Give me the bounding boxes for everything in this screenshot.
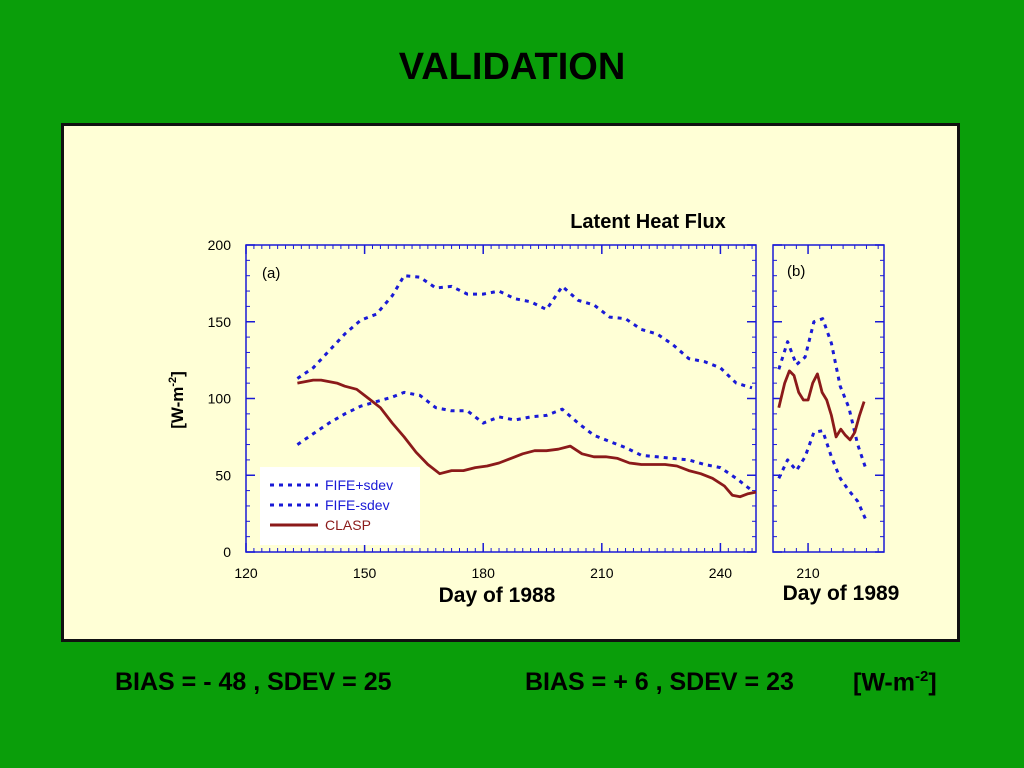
plot-frame-b (772, 244, 885, 553)
legend-label: FIFE+sdev (325, 477, 393, 493)
y-tick-label: 0 (223, 544, 231, 560)
stats-units: [W-m-2] (853, 668, 937, 697)
chart-legend: FIFE+sdev FIFE-sdev CLASP (260, 467, 420, 545)
legend-label: CLASP (325, 517, 371, 533)
chart-title: Latent Heat Flux (570, 211, 726, 233)
stats-1988: BIAS = - 48 , SDEV = 25 (115, 668, 392, 696)
x-tick-label: 210 (590, 565, 614, 581)
y-tick-label: 50 (215, 467, 231, 483)
x-tick-label: 210 (796, 565, 820, 581)
y-tick-label: 150 (208, 314, 232, 330)
x-tick-label: 120 (234, 565, 258, 581)
series-clasp-a (297, 378, 757, 499)
series-fife-sdev-b (777, 429, 868, 522)
series-fife-sdev-b (777, 317, 868, 472)
x-tick-label: 150 (353, 565, 377, 581)
chart-panel (61, 123, 960, 642)
series-fife-sdev-a (296, 390, 753, 492)
stats-1989: BIAS = + 6 , SDEV = 23 (525, 668, 794, 696)
series-fife-sdev-a (296, 274, 753, 390)
legend-label: FIFE-sdev (325, 497, 390, 513)
legend-box (260, 467, 420, 545)
y-tick-label: 100 (208, 391, 232, 407)
slide-title: VALIDATION (398, 46, 626, 88)
x-axis-title-a: Day of 1988 (439, 584, 556, 607)
x-tick-label: 240 (709, 565, 733, 581)
y-axis-title: [W-m-2] (167, 371, 187, 429)
y-tick-label: 200 (208, 237, 232, 253)
x-axis-title-b: Day of 1989 (783, 582, 900, 605)
panel-b-label: (b) (787, 263, 805, 280)
series-clasp-b (777, 369, 866, 442)
x-tick-label: 180 (472, 565, 496, 581)
panel-a-label: (a) (262, 265, 280, 282)
